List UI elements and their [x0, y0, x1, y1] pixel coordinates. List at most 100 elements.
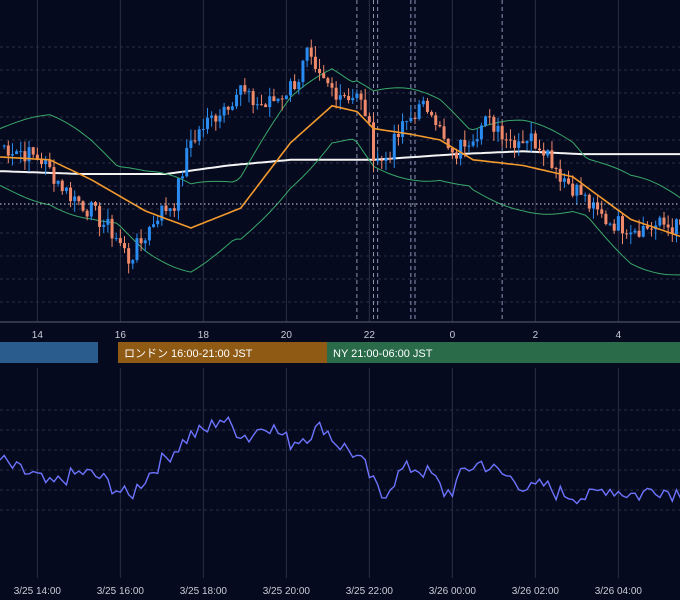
candle-body	[56, 180, 60, 184]
candle-body	[135, 238, 139, 261]
candle-body	[284, 95, 288, 100]
candle-body	[98, 205, 102, 227]
candle-body	[637, 230, 641, 237]
candle-body	[650, 228, 654, 230]
candle-body	[60, 180, 64, 192]
candle	[85, 209, 89, 221]
candle-body	[392, 133, 396, 160]
candle-body	[193, 140, 197, 142]
candle-body	[210, 115, 214, 118]
candle	[210, 111, 214, 127]
candle-body	[27, 147, 31, 162]
candle	[268, 87, 272, 117]
candle-body	[633, 230, 637, 233]
candle	[156, 216, 160, 228]
candle-body	[69, 187, 73, 202]
candle	[488, 109, 492, 125]
candle	[363, 88, 367, 117]
candle	[338, 84, 342, 110]
candle	[355, 89, 359, 101]
candle	[23, 141, 27, 170]
candle-body	[409, 117, 413, 122]
candle-body	[562, 178, 566, 182]
price-x-tick: 2	[533, 330, 539, 341]
price-x-tick: 0	[450, 330, 456, 341]
candle	[484, 115, 488, 127]
candle-body	[106, 218, 110, 225]
candle-body	[131, 260, 135, 264]
candle	[571, 175, 575, 198]
candle-body	[172, 208, 176, 211]
oscillator-line	[0, 416, 680, 505]
candle-body	[479, 125, 483, 140]
candle-body	[504, 139, 508, 141]
candle	[567, 170, 571, 185]
candle-body	[658, 217, 662, 226]
candle-body	[384, 158, 388, 161]
candle-body	[44, 159, 48, 165]
ma-short-line	[0, 104, 680, 238]
candle-body	[160, 205, 164, 221]
candle	[396, 124, 400, 146]
candle	[479, 122, 483, 145]
candle	[621, 213, 624, 245]
candle	[193, 129, 197, 144]
candle-body	[152, 224, 156, 228]
candle-body	[367, 116, 371, 123]
price-x-tick: 20	[281, 330, 293, 341]
candle-body	[301, 60, 305, 83]
candle	[15, 149, 19, 155]
candle	[69, 181, 73, 208]
candle-body	[645, 225, 649, 229]
candle	[152, 215, 156, 228]
candle-body	[89, 202, 93, 217]
time-x-tick: 3/26 04:00	[595, 586, 643, 597]
candle-body	[93, 202, 97, 206]
candle	[230, 101, 234, 111]
candle-body	[571, 183, 575, 196]
candle	[372, 112, 375, 173]
price-x-tick: 18	[198, 330, 210, 341]
time-x-tick: 3/26 00:00	[429, 586, 477, 597]
candle	[558, 159, 562, 191]
candle-body	[351, 98, 355, 101]
candle	[658, 215, 662, 228]
candle	[500, 121, 504, 147]
candle	[388, 151, 392, 163]
candle	[546, 149, 550, 158]
session-london-label: ロンドン 16:00-21:00 JST	[124, 348, 253, 360]
candle	[206, 107, 209, 134]
candle	[533, 130, 537, 150]
candle-body	[558, 168, 562, 182]
time-x-tick: 3/25 16:00	[97, 586, 145, 597]
candle-body	[309, 47, 313, 57]
candle-body	[10, 154, 14, 156]
candle	[417, 99, 421, 121]
candle	[434, 112, 438, 131]
candle	[114, 232, 118, 242]
candle	[147, 225, 151, 246]
candle-body	[550, 150, 554, 169]
candle	[243, 78, 247, 95]
price-grid	[0, 0, 680, 323]
candle	[430, 110, 434, 118]
candle	[226, 105, 230, 115]
candle-body	[85, 210, 89, 217]
candle	[40, 152, 43, 169]
candle-body	[255, 104, 259, 106]
candle	[318, 58, 322, 81]
candle	[359, 90, 363, 111]
candle	[284, 95, 288, 100]
candle-body	[123, 243, 126, 249]
candle	[64, 186, 68, 195]
candle	[347, 88, 351, 104]
session-bar: ロンドン 16:00-21:00 JST NY 21:00-06:00 JST	[0, 342, 680, 363]
candle	[214, 113, 218, 131]
candle	[276, 98, 280, 104]
session-ny-label: NY 21:00-06:00 JST	[333, 348, 433, 360]
candle	[467, 141, 471, 153]
candle	[102, 219, 106, 233]
candle-body	[380, 159, 384, 161]
candle	[405, 120, 409, 131]
